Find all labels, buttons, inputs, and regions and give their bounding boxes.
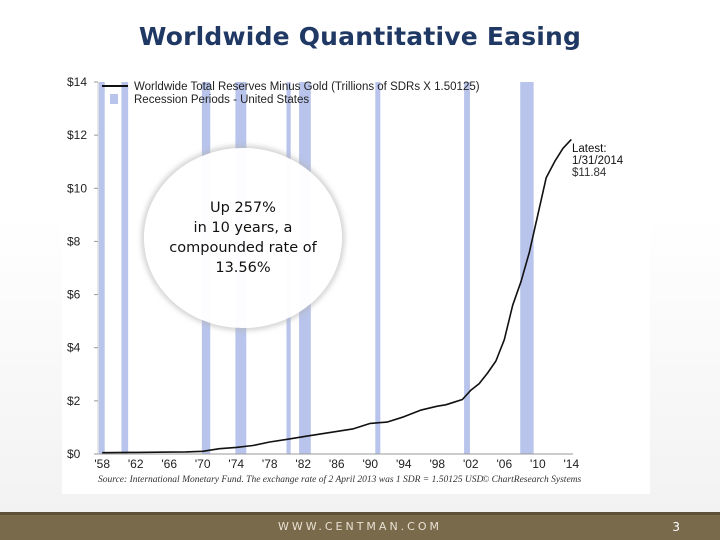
- x-tick-label: '78: [262, 457, 278, 471]
- latest-label: 1/31/2014: [572, 155, 624, 167]
- reserves-chart: $0 $2 $4 $6 $8 $10 $12 $14 '58 '62 '66 '70 '74 '78 '82…: [67, 75, 624, 485]
- callout-line: Up 257%: [210, 200, 276, 216]
- x-tick-label: '58: [94, 457, 110, 471]
- reserves-series-line: [102, 138, 572, 454]
- x-tick-label: '98: [429, 457, 445, 471]
- latest-label: $11.84: [572, 167, 607, 179]
- legend-entry: Worldwide Total Reserves Minus Gold (Tri…: [134, 81, 480, 93]
- y-tick-label: $10: [67, 181, 87, 195]
- recession-band: [121, 82, 129, 454]
- chart-panel: $0 $2 $4 $6 $8 $10 $12 $14 '58 '62 '66 '70 '74 '78 '82…: [62, 70, 650, 494]
- x-tick-label: '90: [362, 457, 378, 471]
- source-note: Source: International Monetary Fund. The…: [98, 474, 483, 485]
- x-tick-label: '82: [295, 457, 311, 471]
- legend-recession-swatch: [110, 94, 118, 104]
- x-tick-label: '86: [329, 457, 345, 471]
- x-tick-label: '94: [396, 457, 412, 471]
- footer-bar: WWW.CENTMAN.COM 3: [0, 512, 720, 540]
- callout-line: compounded rate of: [169, 240, 317, 256]
- y-tick-label: $14: [67, 75, 87, 89]
- x-tick-label: '10: [530, 457, 546, 471]
- latest-label: Latest:: [572, 143, 607, 155]
- x-tick-label: '62: [128, 457, 144, 471]
- recession-band: [98, 82, 105, 454]
- recession-band: [464, 82, 470, 454]
- watermark: © ChartResearch Systems: [482, 474, 582, 485]
- y-tick-label: $4: [67, 341, 81, 355]
- website-link[interactable]: WWW.CENTMAN.COM: [277, 520, 442, 533]
- legend-entry: Recession Periods - United States: [134, 94, 309, 106]
- callout-line: 13.56%: [215, 260, 271, 276]
- x-tick-label: '02: [463, 457, 479, 471]
- x-tick-label: '74: [228, 457, 244, 471]
- y-tick-label: $2: [67, 394, 81, 408]
- callout-line: in 10 years, a: [193, 220, 293, 236]
- y-tick-label: $0: [67, 447, 81, 461]
- x-tick-label: '14: [564, 457, 580, 471]
- recession-band: [375, 82, 381, 454]
- page-number: 3: [672, 520, 680, 534]
- x-tick-label: '06: [496, 457, 512, 471]
- y-tick-label: $12: [67, 128, 87, 142]
- x-tick-label: '70: [195, 457, 211, 471]
- recession-band: [520, 82, 534, 454]
- growth-callout: Up 257% in 10 years, a compounded rate o…: [144, 148, 342, 328]
- x-tick-label: '66: [161, 457, 177, 471]
- y-tick-label: $6: [67, 288, 81, 302]
- y-tick-label: $8: [67, 234, 81, 248]
- slide-title: Worldwide Quantitative Easing: [138, 22, 582, 51]
